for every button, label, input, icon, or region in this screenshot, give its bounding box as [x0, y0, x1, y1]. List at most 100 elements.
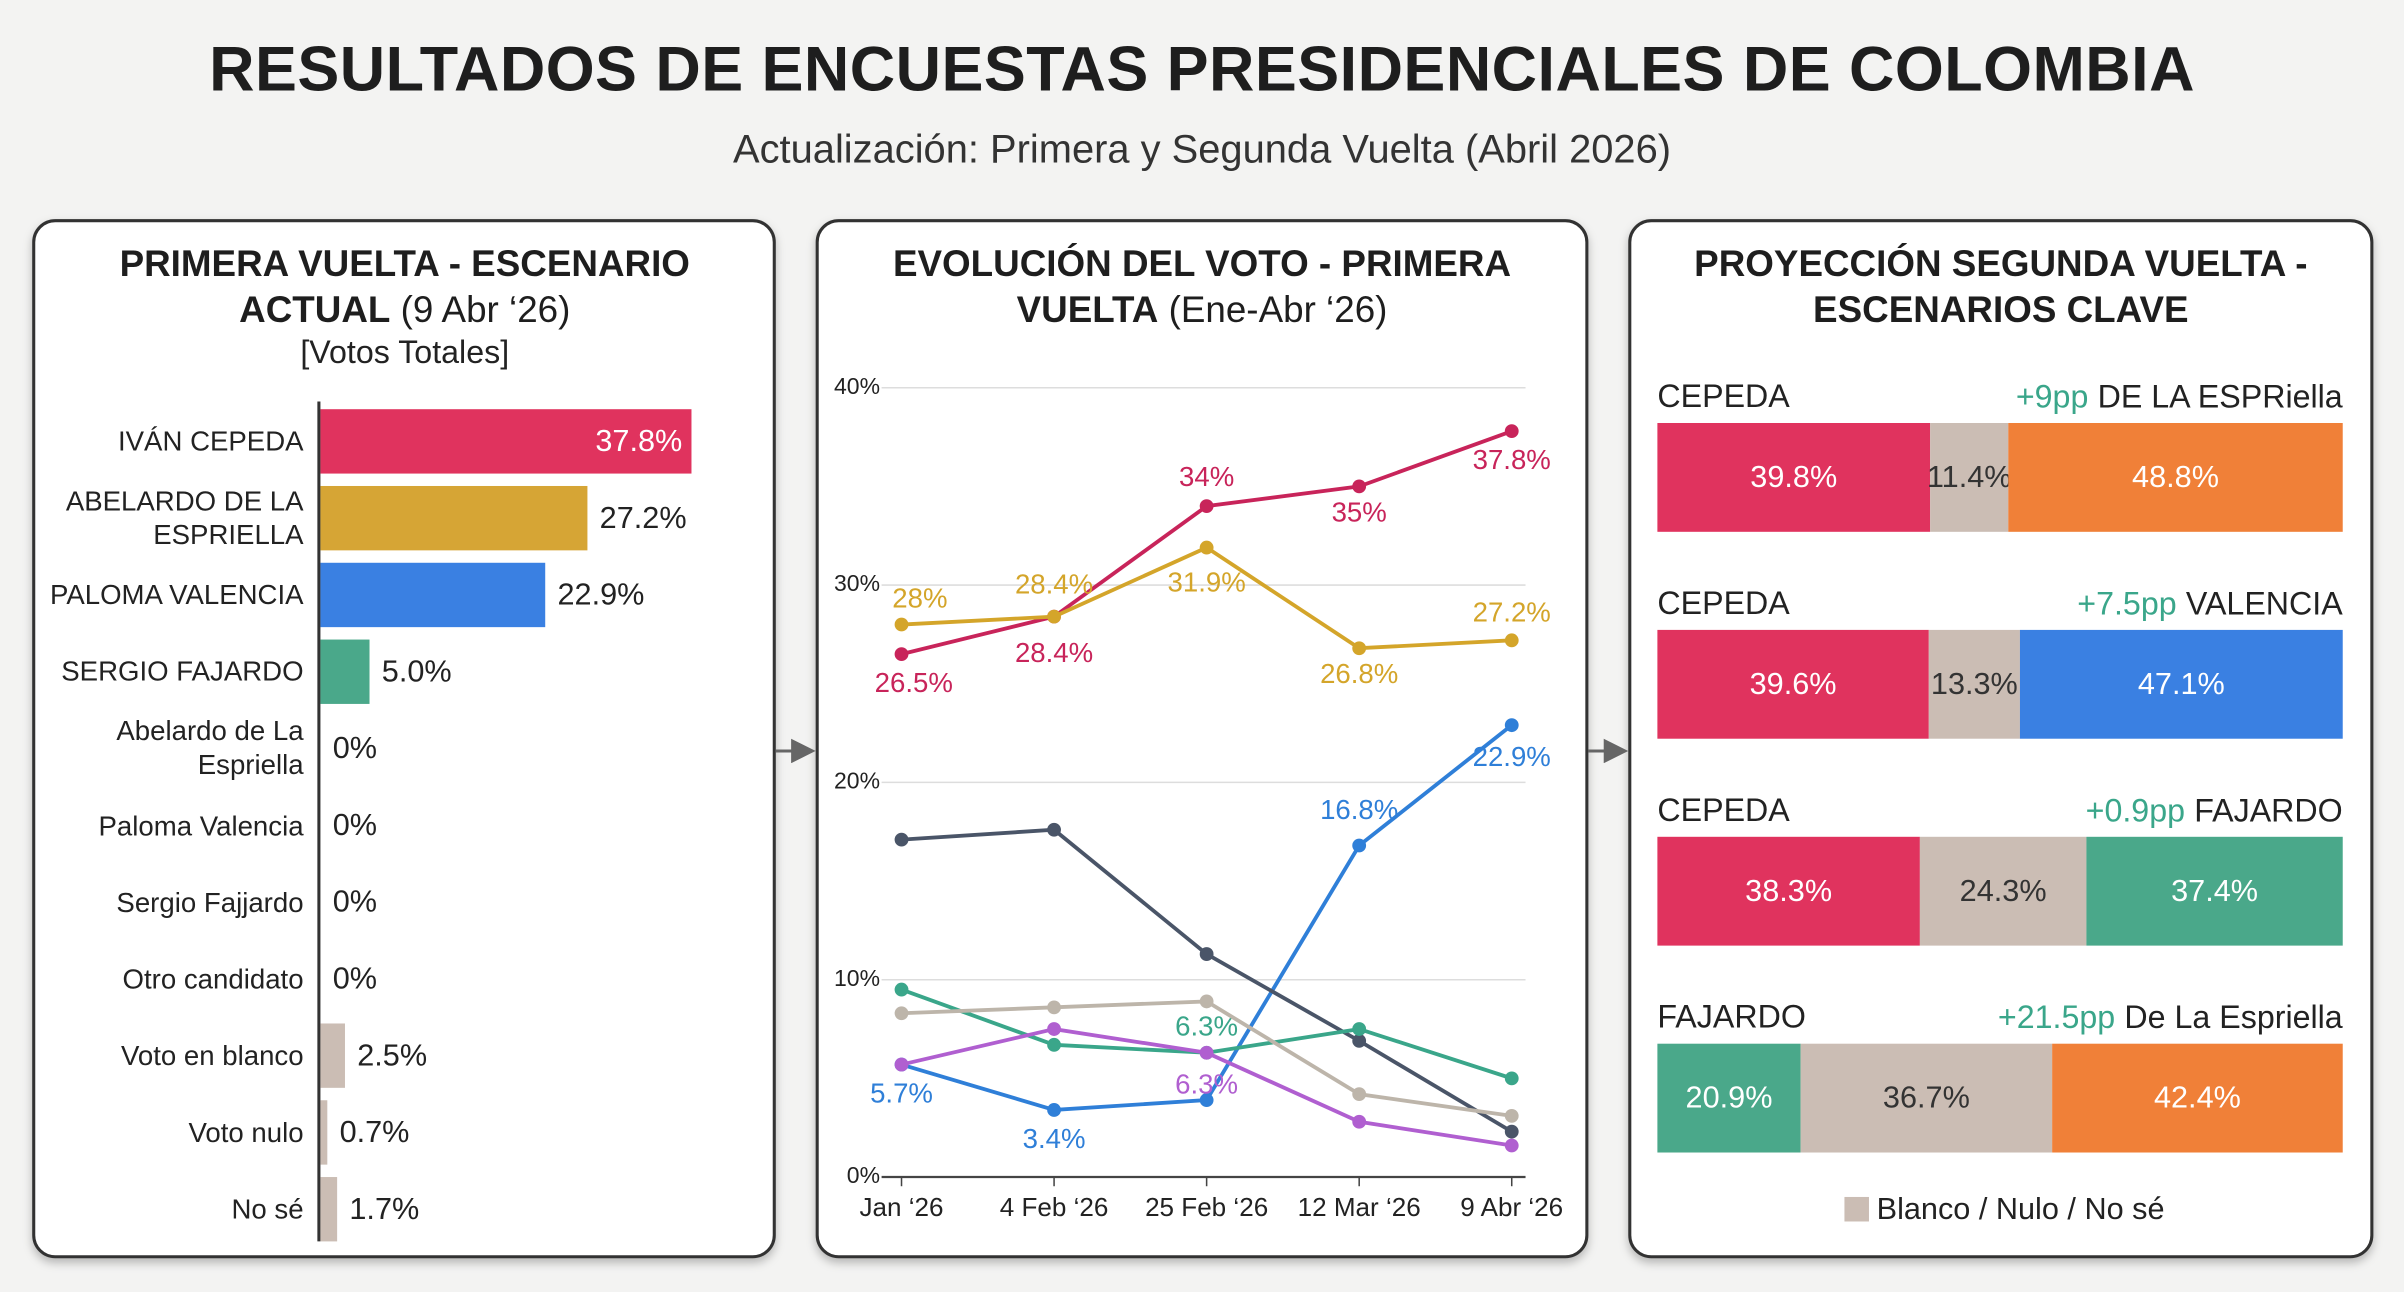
opponent-label: FAJARDO	[2194, 792, 2342, 828]
point	[894, 617, 909, 632]
point	[1047, 1103, 1061, 1117]
point	[1352, 1114, 1367, 1129]
value-label: 1.7%	[349, 1192, 419, 1226]
legend-swatch	[1844, 1196, 1869, 1222]
segment	[2086, 836, 2343, 946]
value-label: 0%	[333, 962, 377, 996]
point	[1047, 609, 1061, 624]
segment-label: 11.4%	[1927, 460, 2012, 494]
note: [Votos Totales]	[300, 335, 510, 371]
value-label: 0%	[333, 808, 377, 842]
value-label: 2.5%	[357, 1038, 427, 1072]
subtitle: (9 Abr ‘26)	[400, 289, 571, 332]
point	[1199, 540, 1214, 555]
point	[894, 1057, 909, 1072]
y-tick-label: 20%	[834, 767, 880, 793]
opponent-label: VALENCIA	[2186, 585, 2343, 621]
point	[1504, 1124, 1519, 1139]
segment-label: 20.9%	[1686, 1081, 1773, 1115]
point	[1047, 1000, 1061, 1015]
value-label: 6.3%	[1175, 1069, 1238, 1100]
legend-label: Blanco / Nulo / No sé	[1877, 1192, 2165, 1226]
point	[1199, 499, 1214, 514]
main-title: RESULTADOS DE ENCUESTAS PRESIDENCIALES D…	[209, 33, 2195, 105]
bar	[320, 485, 588, 551]
point	[1504, 718, 1519, 733]
point	[1352, 1033, 1367, 1048]
category-label: PALOMA VALENCIA	[49, 579, 304, 611]
title: PRIMERA VUELTA - ESCENARIO ACTUAL	[119, 243, 690, 332]
y-tick-label: 0%	[847, 1162, 880, 1188]
bar	[320, 562, 546, 628]
point	[894, 982, 909, 997]
y-tick-label: 10%	[834, 965, 880, 991]
panel-title: PRIMERA VUELTA - ESCENARIO ACTUAL (9 Abr…	[44, 242, 765, 334]
segment-label: 39.8%	[1750, 460, 1837, 494]
value-label: 37.8%	[1473, 444, 1551, 475]
point	[1352, 838, 1367, 853]
category-label: No sé	[231, 1193, 304, 1225]
row-left-label: CEPEDA	[1657, 792, 1790, 828]
point	[1504, 633, 1519, 648]
panel	[32, 219, 776, 1259]
value-label: 3.4%	[1023, 1123, 1086, 1154]
category-label: ABELARDO DE LA ESPRIELLA	[65, 485, 304, 551]
point	[1504, 1138, 1519, 1153]
segment-label: 42.4%	[2154, 1081, 2241, 1115]
value-label: 26.8%	[1320, 658, 1398, 689]
segment	[1657, 629, 1929, 739]
bar	[320, 1177, 338, 1242]
category-label: Otro candidato	[122, 963, 304, 995]
point	[1047, 1037, 1061, 1052]
segment-label: 38.3%	[1745, 874, 1832, 908]
value-label: 34%	[1179, 461, 1234, 492]
point	[1504, 424, 1519, 439]
segment	[1919, 836, 2087, 946]
segment-label: 24.3%	[1960, 874, 2047, 908]
segment	[1930, 422, 2009, 532]
segment-label: 37.4%	[2171, 874, 2258, 908]
x-tick-label: 12 Mar ‘26	[1298, 1192, 1421, 1222]
value-label: 31.9%	[1168, 567, 1246, 598]
point	[894, 1006, 909, 1021]
value-label: 28.4%	[1015, 637, 1093, 668]
category-label: Voto nulo	[188, 1117, 304, 1148]
row-left-label: CEPEDA	[1657, 378, 1790, 414]
panel-title: PROYECCIÓN SEGUNDA VUELTA - ESCENARIOS C…	[1641, 242, 2362, 334]
point	[1352, 641, 1367, 656]
segment	[2008, 422, 2343, 532]
main-subtitle: Actualización: Primera y Segunda Vuelta …	[733, 125, 1672, 172]
point	[1199, 1045, 1214, 1060]
margin-label: +21.5pp	[1998, 999, 2115, 1035]
value-label: 22.9%	[557, 578, 644, 612]
point	[1504, 1108, 1519, 1123]
value-label: 27.2%	[1473, 597, 1551, 628]
segment	[1657, 422, 1931, 532]
segment	[1657, 1043, 1801, 1153]
point	[894, 832, 909, 847]
category-label: Paloma Valencia	[98, 809, 304, 841]
x-tick-label: 9 Abr ‘26	[1460, 1192, 1563, 1222]
row-left-label: CEPEDA	[1657, 585, 1790, 621]
category-label: Abelardo de La Espriella	[116, 716, 304, 781]
value-label: 5.0%	[382, 654, 452, 688]
margin-label: +0.9pp	[2086, 792, 2185, 828]
point	[1199, 947, 1214, 961]
row-left-label: FAJARDO	[1657, 999, 1805, 1035]
bar	[320, 1100, 328, 1165]
value-label: 37.8%	[595, 424, 682, 458]
point	[1352, 1022, 1367, 1036]
y-tick-label: 40%	[834, 373, 880, 399]
segment	[1657, 836, 1920, 946]
value-label: 26.5%	[875, 667, 953, 698]
x-tick-label: Jan ‘26	[860, 1192, 944, 1222]
segment	[2019, 629, 2343, 739]
title: PROYECCIÓN SEGUNDA VUELTA - ESCENARIOS C…	[1694, 243, 2308, 332]
value-label: 35%	[1332, 496, 1387, 527]
segment-label: 36.7%	[1883, 1081, 1970, 1115]
segment	[2052, 1043, 2343, 1153]
row-right-label: +21.5pp De La Espriella	[1998, 999, 2343, 1035]
point	[1047, 822, 1061, 837]
bar	[320, 639, 370, 704]
